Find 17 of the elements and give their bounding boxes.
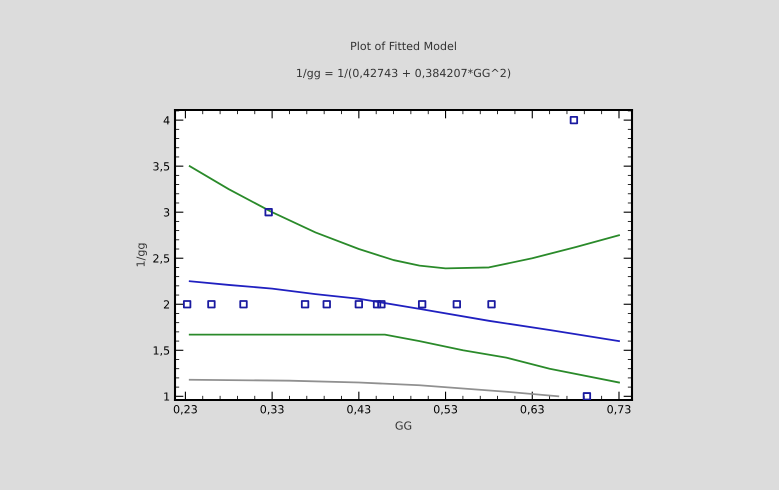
x-tick-label: 0,33 bbox=[260, 405, 284, 415]
x-tick-label: 0,63 bbox=[520, 405, 544, 415]
x-tick-label: 0,73 bbox=[607, 405, 630, 415]
chart-subtitle: 1/gg = 1/(0,42743 + 0,384207*GG^2) bbox=[297, 68, 510, 80]
y-tick-label: 3 bbox=[164, 208, 170, 217]
x-tick-label: 0,43 bbox=[347, 405, 370, 415]
y-tick-label: 2,5 bbox=[153, 254, 170, 264]
y-tick-label: 1,5 bbox=[154, 346, 170, 356]
y-axis-title: 1/gg bbox=[136, 244, 147, 266]
y-tick-label: 3,5 bbox=[153, 162, 170, 172]
y-tick-label: 1 bbox=[164, 392, 170, 401]
y-tick-label: 4 bbox=[164, 116, 170, 124]
x-tick-label: 0,53 bbox=[434, 405, 458, 415]
x-axis-title: GG bbox=[396, 421, 412, 430]
y-tick-label: 2 bbox=[164, 300, 170, 308]
x-tick-label: 0,23 bbox=[174, 405, 197, 415]
chart-title: Plot of Fitted Model bbox=[351, 42, 456, 50]
